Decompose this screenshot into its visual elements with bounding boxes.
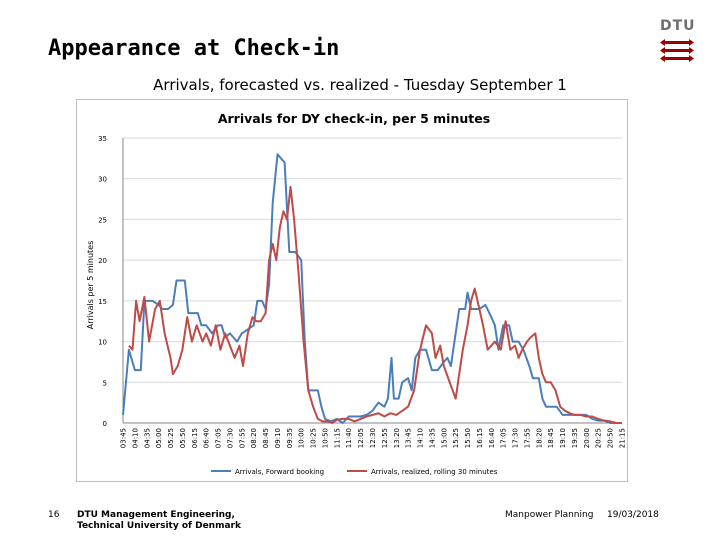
chart-frame: Arrivals for DY check-in, per 5 minutes … (76, 99, 628, 482)
x-tick-label: 04:10 (131, 428, 139, 448)
line-chart: Arrivals for DY check-in, per 5 minutes … (86, 111, 627, 476)
x-tick-label: 04:35 (143, 428, 151, 448)
x-tick-label: 06:15 (191, 428, 199, 448)
x-tick-label: 16:15 (476, 428, 484, 448)
footer-topic: Manpower Planning (505, 510, 594, 520)
series-line-2 (128, 185, 622, 424)
x-tick-label: 07:30 (226, 428, 234, 448)
x-tick-label: 07:05 (215, 428, 223, 448)
x-tick-label: 08:20 (250, 428, 258, 448)
x-tick-label: 11:40 (345, 428, 353, 448)
x-tick-label: 03:45 (120, 428, 128, 448)
x-tick-label: 12:05 (357, 428, 365, 448)
department-line-1: DTU Management Engineering, (77, 510, 235, 520)
x-tick-label: 12:30 (369, 428, 377, 448)
x-tick-label: 14:35 (428, 428, 436, 448)
x-tick-label: 21:15 (619, 428, 627, 448)
x-tick-label: 09:10 (274, 428, 282, 448)
x-tick-label: 20:50 (607, 428, 615, 448)
y-tick-label: 20 (98, 257, 107, 265)
x-tick-label: 17:30 (512, 428, 520, 448)
y-tick-label: 10 (98, 339, 107, 347)
legend-label: Arrivals, realized, rolling 30 minutes (371, 468, 498, 476)
x-tick-label: 10:00 (298, 428, 306, 448)
slide-title: Appearance at Check-in (48, 36, 340, 61)
page-number: 16 (48, 510, 60, 520)
slide-subtitle: Arrivals, forecasted vs. realized - Tues… (153, 76, 567, 94)
x-tick-label: 08:45 (262, 428, 270, 448)
footer-date: 19/03/2018 (607, 510, 659, 520)
x-tick-label: 17:05 (500, 428, 508, 448)
x-tick-label: 20:25 (595, 428, 603, 448)
y-tick-label: 30 (98, 176, 107, 184)
x-tick-label: 12:55 (381, 428, 389, 448)
x-tick-label: 19:10 (559, 428, 567, 448)
x-tick-label: 17:55 (523, 428, 531, 448)
x-tick-label: 05:50 (179, 428, 187, 448)
x-tick-label: 18:45 (547, 428, 555, 448)
x-tick-label: 16:40 (488, 428, 496, 448)
x-tick-label: 13:20 (393, 428, 401, 448)
y-axis-label: Arrivals per 5 minutes (86, 241, 95, 330)
dtu-logo-text: DTU (660, 18, 696, 34)
x-tick-label: 10:50 (321, 428, 329, 448)
legend-label: Arrivals, Forward booking (235, 468, 324, 476)
y-tick-label: 0 (103, 420, 107, 428)
x-tick-label: 15:25 (452, 428, 460, 448)
chart-title: Arrivals for DY check-in, per 5 minutes (218, 111, 490, 126)
x-tick-label: 10:25 (310, 428, 318, 448)
y-tick-label: 35 (98, 135, 107, 143)
department-name: DTU Management Engineering, Technical Un… (77, 510, 241, 532)
series-line-1 (122, 153, 622, 424)
department-line-2: Technical University of Denmark (77, 521, 241, 531)
x-tick-label: 19:35 (571, 428, 579, 448)
x-tick-label: 13:45 (405, 428, 413, 448)
dtu-logo-mark-icon (660, 39, 694, 62)
x-tick-label: 05:00 (155, 428, 163, 448)
x-tick-label: 18:20 (535, 428, 543, 448)
x-tick-label: 14:10 (417, 428, 425, 448)
x-tick-label: 06:40 (203, 428, 211, 448)
dtu-logo: DTU (660, 18, 696, 66)
x-tick-label: 15:00 (440, 428, 448, 448)
x-tick-label: 09:35 (286, 428, 294, 448)
x-tick-label: 05:25 (167, 428, 175, 448)
y-tick-label: 15 (98, 298, 107, 306)
x-tick-label: 07:55 (238, 428, 246, 448)
y-tick-label: 25 (98, 216, 107, 224)
x-tick-label: 11:15 (333, 428, 341, 448)
y-tick-label: 5 (103, 379, 107, 387)
x-tick-label: 15:50 (464, 428, 472, 448)
x-tick-label: 20:00 (583, 428, 591, 448)
